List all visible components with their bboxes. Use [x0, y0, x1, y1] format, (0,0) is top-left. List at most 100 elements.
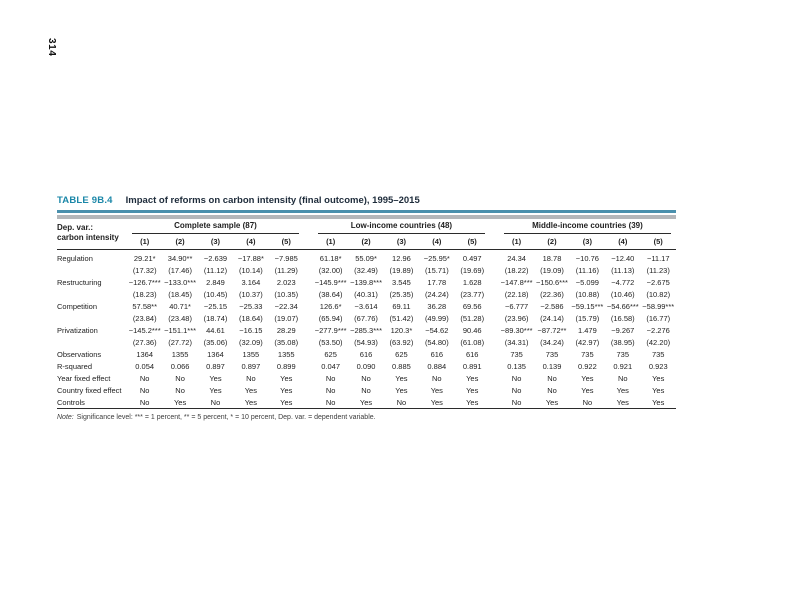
data-cell: Yes [534, 396, 570, 409]
table-row: Privatization −145.2*** −151.1*** 44.61 −16.… [57, 324, 676, 336]
table-row: Observations 1364 1355 1364 1355 1355 625 616 62… [57, 348, 676, 360]
group-gap [303, 396, 313, 409]
data-cell: 1355 [277, 349, 295, 359]
data-cell: (22.36) [540, 289, 564, 299]
group-gap [490, 312, 499, 324]
table-row: (18.23) (18.45) (10.45) (10.37) (10.35) (38.6… [57, 288, 676, 300]
data-cell: (10.37) [238, 289, 263, 299]
data-cell: −126.7*** [128, 277, 161, 287]
table-row: (27.36) (27.72) (35.06) (32.09) (35.08) (53.5… [57, 336, 676, 348]
data-cell: 90.46 [462, 325, 482, 335]
data-cell: Yes [419, 396, 455, 409]
row-label: Competition [57, 301, 98, 311]
group-gap [304, 324, 313, 336]
column-header: (3) [197, 234, 234, 250]
data-cell: −150.6*** [536, 277, 568, 287]
data-cell: (18.64) [238, 313, 263, 323]
note-text: Significance level: *** = 1 percent, ** … [76, 414, 376, 421]
data-cell: 28.29 [276, 325, 296, 335]
data-cell: 120.3* [390, 325, 413, 335]
group-header: Low-income countries (48) [313, 219, 490, 234]
data-cell: No [547, 385, 557, 395]
data-cell: (11.16) [575, 265, 599, 275]
data-cell: No [432, 373, 442, 383]
data-cell: −59.15*** [571, 301, 604, 311]
data-cell: 57.58** [132, 301, 157, 311]
data-cell: 625 [324, 349, 337, 359]
data-cell: 126.6* [319, 301, 342, 311]
data-cell: (24.14) [540, 313, 564, 323]
data-cell: 1355 [242, 349, 260, 359]
data-cell: 69.56 [462, 301, 482, 311]
data-cell: −17.88* [237, 253, 264, 263]
group-gap [304, 276, 313, 288]
data-cell: 735 [581, 349, 594, 359]
group-header: Complete sample (87) [127, 219, 304, 234]
data-cell: No [569, 396, 606, 409]
dep-var-line2: carbon intensity [57, 233, 119, 242]
data-cell: (17.46) [168, 265, 192, 275]
table-row: (23.84) (23.48) (18.74) (18.64) (19.07) (65.9… [57, 312, 676, 324]
data-cell: (19.09) [540, 265, 564, 275]
data-cell: −145.9*** [314, 277, 347, 287]
table-row: R-squared 0.054 0.066 0.897 0.897 0.899 0.047 0… [57, 360, 676, 372]
data-cell: No [139, 373, 150, 383]
group-gap [304, 372, 313, 384]
data-cell: Yes [454, 396, 490, 409]
data-cell: 616 [465, 349, 479, 359]
group-gap [490, 336, 499, 348]
data-cell: 44.61 [206, 325, 225, 335]
data-cell: −2.586 [540, 301, 564, 311]
column-header: (2) [348, 234, 384, 250]
data-cell: −277.9*** [314, 325, 347, 335]
data-cell: Yes [395, 385, 408, 395]
data-cell: (11.13) [611, 265, 635, 275]
data-cell: 3.545 [392, 277, 411, 287]
data-cell: Yes [581, 373, 594, 383]
data-cell: 0.135 [507, 361, 526, 371]
data-cell: −2.639 [203, 253, 228, 263]
title-rule [57, 210, 676, 213]
data-cell: (27.72) [168, 337, 192, 347]
data-cell: 0.090 [356, 361, 376, 371]
data-cell: Yes [616, 385, 629, 395]
data-cell: 18.78 [542, 253, 562, 263]
data-cell: Yes [605, 396, 641, 409]
data-cell: No [325, 385, 336, 395]
data-cell: No [246, 373, 256, 383]
data-cell: 0.897 [206, 361, 225, 371]
data-cell: (42.20) [646, 337, 671, 347]
data-cell: 0.497 [462, 253, 482, 263]
data-cell: −3.614 [354, 301, 378, 311]
data-cell: No [312, 396, 349, 409]
data-cell: (18.45) [168, 289, 192, 299]
data-cell: 0.899 [276, 361, 296, 371]
data-cell: 0.897 [241, 361, 261, 371]
data-cell: Yes [430, 385, 443, 395]
data-cell: −6.777 [505, 301, 529, 311]
row-label: Controls [57, 396, 127, 409]
data-cell: (54.80) [424, 337, 449, 347]
data-cell: −139.8*** [350, 277, 382, 287]
data-cell: −22.34 [274, 301, 298, 311]
data-cell: No [498, 396, 535, 409]
data-cell: 0.139 [542, 361, 562, 371]
group-gap [304, 348, 313, 360]
data-cell: −5.099 [575, 277, 599, 287]
data-cell: Yes [209, 373, 222, 383]
group-gap [304, 336, 313, 348]
column-header: (5) [640, 234, 676, 250]
data-cell: (51.42) [389, 313, 414, 323]
data-cell: No [511, 373, 522, 383]
data-cell: Yes [640, 396, 676, 409]
column-header: (1) [127, 234, 163, 250]
column-header: (1) [312, 234, 349, 250]
data-cell: (10.82) [646, 289, 671, 299]
row-label: Restructuring [57, 277, 102, 287]
data-cell: −11.17 [646, 253, 670, 263]
data-cell: (32.09) [238, 337, 263, 347]
table-row: Restructuring −126.7*** −133.0*** 2.849 3.16… [57, 276, 676, 288]
data-cell: −16.15 [239, 325, 263, 335]
table-row: (17.32) (17.46) (11.12) (10.14) (11.29) (32.0… [57, 264, 676, 276]
group-gap [490, 276, 499, 288]
